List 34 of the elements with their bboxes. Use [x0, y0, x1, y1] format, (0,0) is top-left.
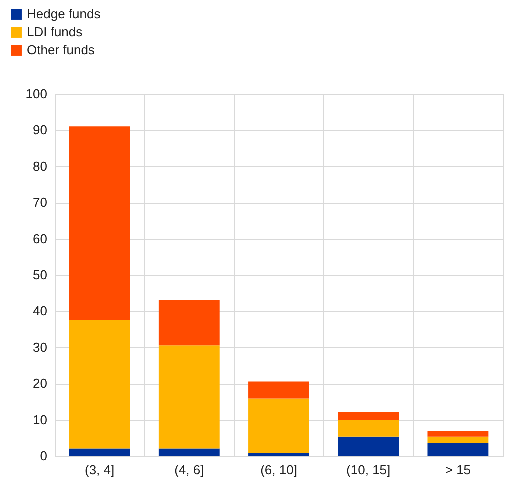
- y-tick-label: 30: [33, 340, 48, 355]
- x-tick-label: (10, 15]: [346, 462, 391, 478]
- bar: [69, 126, 130, 320]
- legend-label: Hedge funds: [27, 6, 102, 22]
- x-tick-label: (3, 4]: [84, 462, 115, 478]
- y-tick-label: 100: [26, 86, 48, 102]
- bar: [158, 448, 220, 456]
- y-tick-label: 60: [33, 231, 48, 246]
- y-tick-label: 50: [33, 268, 48, 282]
- bar: [69, 320, 130, 449]
- bar: [248, 453, 310, 456]
- bar: [338, 412, 400, 421]
- legend-label: Other funds: [27, 42, 96, 58]
- bar: [428, 436, 489, 444]
- y-tick-label: 70: [33, 195, 48, 210]
- y-tick-label: 80: [33, 158, 48, 174]
- y-tick-label: 20: [33, 376, 48, 392]
- bar: [158, 300, 220, 346]
- bar: [428, 443, 489, 456]
- bar: [338, 436, 400, 456]
- x-tick-label: > 15: [445, 462, 472, 478]
- y-tick-label: 10: [33, 412, 48, 428]
- y-tick-label: 90: [33, 122, 48, 138]
- legend-label: LDI funds: [27, 24, 84, 40]
- bar: [158, 346, 220, 449]
- bar: [69, 448, 130, 456]
- y-tick-label: 40: [33, 304, 48, 319]
- bar: [338, 420, 400, 437]
- bar: [248, 382, 310, 399]
- bar: [248, 398, 310, 454]
- x-tick-label: (6, 10]: [260, 462, 298, 478]
- x-tick-label: (4, 6]: [174, 462, 204, 478]
- y-tick-label: 0: [40, 448, 48, 464]
- bar: [428, 431, 489, 437]
